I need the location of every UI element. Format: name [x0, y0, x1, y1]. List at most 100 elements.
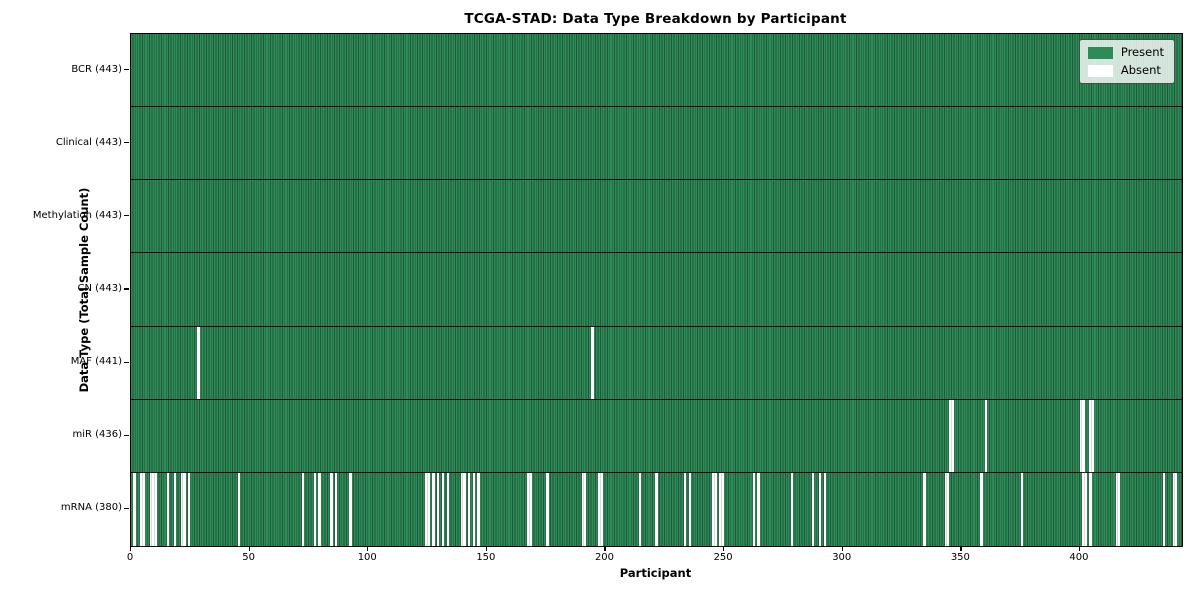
absent-cell [714, 472, 717, 546]
y-tick-label-Clinical: Clinical (443) [55, 136, 122, 148]
y-tick-label-CN: CN (443) [77, 283, 122, 294]
chart-title: TCGA-STAD: Data Type Breakdown by Partic… [464, 11, 847, 27]
present-swatch [1087, 46, 1113, 59]
absent-cell [1091, 399, 1095, 472]
y-tick-label-Methylation: Methylation (443) [32, 209, 122, 221]
absent-cell [591, 326, 594, 399]
absent-cell [1115, 472, 1118, 546]
x-tick-mark [130, 546, 132, 551]
absent-cell [823, 472, 827, 546]
absent-cell [584, 472, 587, 546]
absent-cell [432, 472, 435, 546]
absent-cell [467, 472, 471, 546]
x-tick-mark [485, 546, 488, 551]
y-tick-mark [124, 215, 129, 217]
absent-cell [1117, 472, 1121, 546]
y-tick-mark [124, 142, 129, 144]
x-axis-label: Participant [619, 566, 692, 580]
y-tick-mark [124, 507, 129, 510]
absent-cell [446, 472, 449, 546]
absent-cell [154, 472, 158, 546]
absent-cell [757, 472, 760, 546]
absent-cell [719, 472, 722, 546]
absent-cell [166, 472, 169, 546]
absent-cell [811, 472, 815, 546]
absent-cell [638, 472, 642, 546]
absent-cell [425, 472, 428, 546]
x-tick-mark [723, 546, 725, 551]
absent-cell [330, 472, 333, 546]
legend-entry-absent: Absent [1087, 63, 1164, 77]
absent-cell [427, 472, 430, 546]
y-tick-label-MAF: MAF (441) [70, 356, 122, 368]
absent-cell [752, 472, 755, 546]
absent-cell [187, 472, 191, 546]
absent-cell [529, 472, 532, 546]
heatmap-row-Clinical [131, 107, 1182, 181]
absent-cell [527, 472, 530, 546]
absent-cell [598, 472, 601, 546]
x-tick-label-150: 150 [476, 552, 496, 563]
y-tick-label-miR: miR (436) [72, 429, 122, 441]
absent-cell [688, 472, 691, 546]
x-tick-label-350: 350 [950, 552, 970, 563]
absent-cell [949, 399, 952, 472]
x-tick-label-0: 0 [126, 552, 134, 563]
absent-cell [152, 472, 155, 546]
x-tick-label-100: 100 [357, 552, 377, 563]
absent-cell [581, 472, 585, 546]
absent-cell [1082, 472, 1085, 546]
legend-label: Absent [1120, 63, 1161, 77]
absent-cell [472, 472, 475, 546]
absent-cell [1079, 399, 1083, 472]
heatmap-row-CN [131, 253, 1182, 327]
absent-cell [683, 472, 687, 546]
x-tick-mark [1078, 546, 1081, 551]
absent-cell [790, 472, 793, 546]
heatmap-row-Methylation [131, 180, 1182, 254]
absent-cell [1082, 399, 1085, 472]
absent-cell [437, 472, 440, 546]
absent-cell [173, 472, 177, 546]
y-tick-mark [124, 68, 129, 71]
absent-swatch [1087, 64, 1113, 77]
absent-cell [721, 472, 725, 546]
absent-cell [463, 472, 466, 546]
absent-cell [335, 472, 338, 546]
absent-cell [1174, 472, 1178, 546]
legend: Present Absent [1078, 39, 1175, 84]
absent-cell [180, 472, 184, 546]
x-tick-mark [367, 546, 369, 551]
y-tick-label-BCR: BCR (443) [71, 63, 122, 75]
absent-cell [985, 399, 988, 472]
x-tick-label-250: 250 [713, 552, 733, 563]
absent-cell [923, 472, 926, 546]
x-tick-label-300: 300 [832, 552, 852, 563]
absent-cell [313, 472, 317, 546]
x-tick-label-400: 400 [1069, 552, 1089, 563]
x-tick-label-50: 50 [242, 552, 255, 563]
absent-cell [1163, 472, 1166, 546]
absent-cell [944, 472, 948, 546]
absent-cell [237, 472, 241, 546]
absent-cell [140, 472, 143, 546]
absent-cell [655, 472, 658, 546]
absent-cell [318, 472, 321, 546]
absent-cell [301, 472, 305, 546]
y-tick-mark [124, 288, 129, 290]
absent-cell [980, 472, 983, 546]
heatmap-row-miR [131, 399, 1182, 473]
legend-label: Present [1120, 45, 1164, 59]
absent-cell [1089, 472, 1092, 546]
absent-cell [183, 472, 186, 546]
absent-cell [133, 472, 136, 546]
legend-entry-present: Present [1087, 45, 1164, 59]
absent-cell [142, 472, 146, 546]
absent-cell [546, 472, 549, 546]
x-tick-mark [248, 546, 250, 551]
plot-area: Present Absent [130, 33, 1183, 547]
absent-cell [600, 472, 604, 546]
absent-cell [951, 399, 955, 472]
absent-cell [477, 472, 480, 546]
